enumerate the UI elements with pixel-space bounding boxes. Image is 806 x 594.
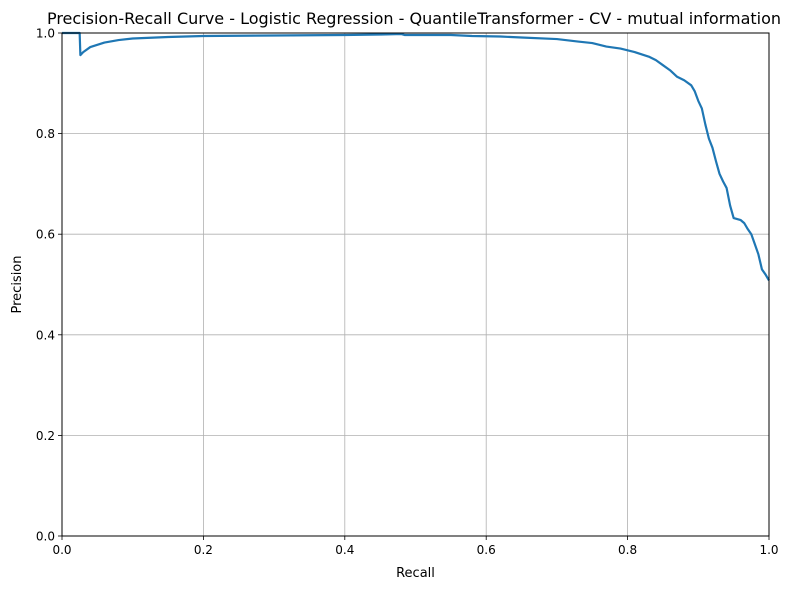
y-tick-label: 0.2 <box>36 429 55 443</box>
x-tick-label: 0.6 <box>477 543 496 557</box>
axis-ticks: 0.0 0.2 0.4 0.6 0.8 1.0 0.0 0.2 0.4 0.6 0.8 1.0 <box>36 27 779 558</box>
y-axis-label: Precision <box>10 255 25 313</box>
y-tick-label: 0.8 <box>36 127 55 141</box>
grid-lines <box>61 32 770 537</box>
plot-area-frame <box>61 32 770 537</box>
y-tick-label: 0.0 <box>36 530 55 544</box>
pr-curve-line <box>62 31 770 282</box>
series-layer <box>62 31 770 282</box>
x-tick-label: 0.0 <box>52 543 71 557</box>
x-tick-label: 0.4 <box>335 543 354 557</box>
y-tick-label: 0.6 <box>36 228 55 242</box>
x-tick-label: 1.0 <box>759 543 778 557</box>
y-tick-label: 1.0 <box>36 27 55 41</box>
x-tick-label: 0.2 <box>194 543 213 557</box>
chart-title: Precision-Recall Curve - Logistic Regres… <box>47 9 781 28</box>
y-tick-label: 0.4 <box>36 328 55 342</box>
x-axis-label: Recall <box>396 566 435 581</box>
x-tick-label: 0.8 <box>618 543 637 557</box>
